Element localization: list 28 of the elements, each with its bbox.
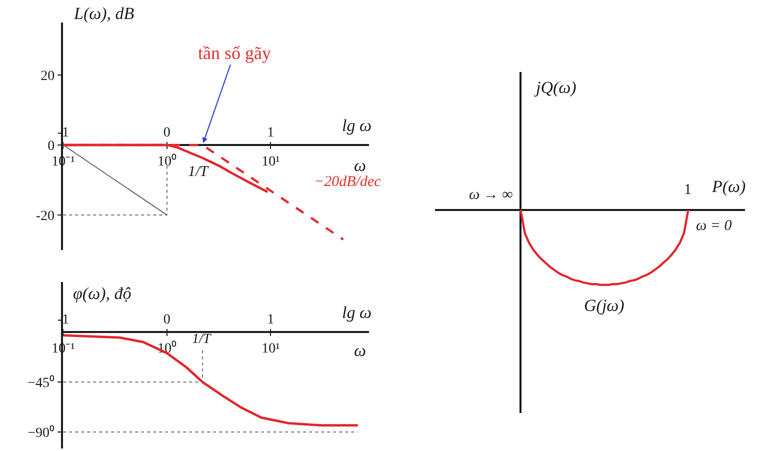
y-tick-label: -20 bbox=[36, 208, 55, 224]
x-tick-label: 10⁰ bbox=[157, 154, 176, 170]
text: 1 bbox=[684, 182, 692, 198]
y-axis-title: L(ω), dB bbox=[73, 4, 135, 23]
x2-axis-title: lg ω bbox=[342, 116, 372, 135]
x2-tick-label: 1 bbox=[267, 312, 274, 328]
annotation: tần số gãy bbox=[198, 43, 271, 63]
x2-axis-title: lg ω bbox=[342, 303, 372, 322]
y-tick-label: 0 bbox=[48, 138, 55, 154]
x-tick-label: 10¹ bbox=[262, 154, 280, 170]
text: ω = 0 bbox=[696, 218, 732, 234]
y-tick-label: −45⁰ bbox=[28, 374, 55, 391]
x-axis-title: ω bbox=[354, 156, 366, 175]
annotation: 1/T bbox=[188, 164, 210, 180]
x2-tick-label: 0 bbox=[163, 312, 170, 328]
text: G(jω) bbox=[584, 296, 625, 315]
y-tick-label: 20 bbox=[40, 68, 55, 84]
y-axis-title: φ(ω), độ bbox=[73, 284, 132, 303]
x-axis-title: ω bbox=[354, 341, 366, 360]
text: ω → ∞ bbox=[469, 187, 514, 203]
x-tick-label: 10¹ bbox=[262, 342, 280, 357]
x2-tick-label: 0 bbox=[163, 125, 170, 140]
annotation: −20dB/dec bbox=[314, 174, 382, 190]
x2-tick-label: 1 bbox=[267, 125, 274, 140]
y-tick-label: −90⁰ bbox=[28, 424, 55, 441]
y-axis-title: jQ(ω) bbox=[534, 78, 577, 97]
x-axis-title: P(ω) bbox=[711, 177, 746, 196]
annotation: 1/T bbox=[192, 332, 212, 347]
